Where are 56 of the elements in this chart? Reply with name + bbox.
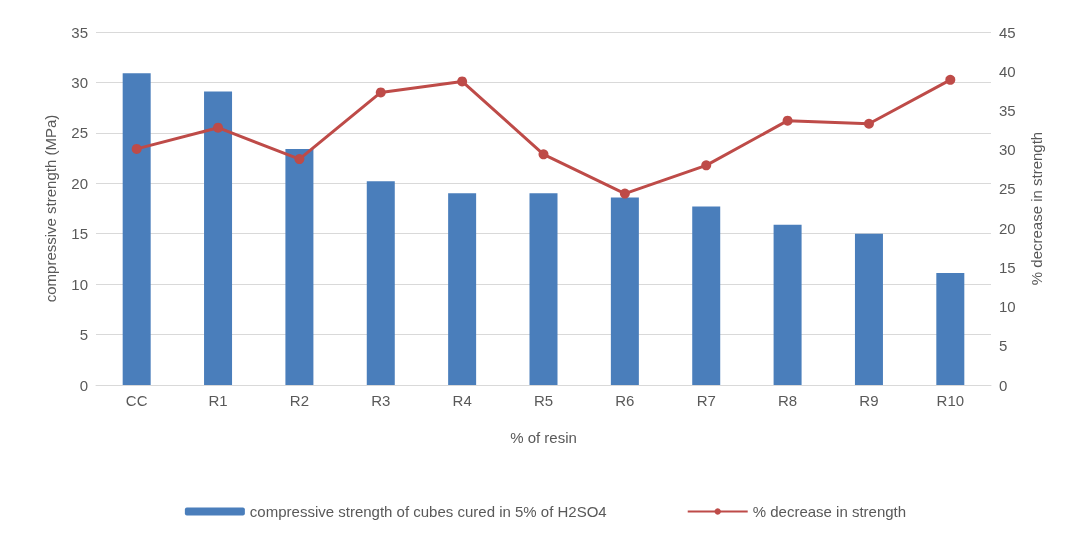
x-axis-title: % of resin — [510, 429, 577, 446]
y2-tick-label: 35 — [999, 101, 1016, 119]
bar — [529, 193, 558, 385]
y-tick-label: 25 — [71, 124, 88, 142]
y2-tick-label: 5 — [999, 337, 1008, 355]
y-axis-title: compressive strength (MPa) — [42, 114, 59, 303]
bar — [936, 273, 965, 385]
legend-label: % decrease in strength — [752, 503, 907, 520]
point — [701, 160, 712, 171]
x-tick-label: R4 — [452, 392, 472, 409]
x-tick-label: R2 — [289, 392, 309, 409]
bar — [366, 181, 395, 385]
bar — [448, 193, 477, 385]
y-tick-label: 30 — [71, 73, 88, 91]
point — [945, 74, 956, 85]
y-tick-label: 10 — [71, 275, 88, 293]
point — [213, 122, 224, 133]
bar — [854, 233, 883, 385]
bar — [285, 148, 314, 385]
y2-tick-label: 45 — [999, 23, 1016, 41]
point — [619, 188, 630, 199]
y-tick-label: 15 — [71, 225, 88, 243]
y2-tick-label: 40 — [999, 62, 1016, 80]
y2-tick-label: 20 — [999, 219, 1016, 237]
point — [457, 76, 468, 87]
point — [782, 115, 793, 126]
bar — [122, 73, 151, 385]
x-tick-label: R5 — [533, 392, 554, 409]
point — [863, 118, 874, 129]
point — [131, 143, 142, 154]
x-tick-label: R10 — [936, 392, 965, 409]
x-tick-label: R6 — [615, 392, 635, 409]
x-tick-label: R7 — [696, 392, 716, 409]
point — [538, 149, 549, 160]
x-tick-label: CC — [125, 392, 148, 409]
bar — [773, 224, 802, 385]
y-tick-label: 20 — [71, 174, 88, 192]
y2-tick-label: 25 — [999, 180, 1016, 198]
y2-tick-label: 15 — [999, 258, 1016, 276]
y-tick-label: 5 — [79, 326, 88, 344]
y-tick-label: 35 — [71, 23, 88, 41]
x-tick-label: R1 — [208, 392, 228, 409]
y2-tick-label: 0 — [999, 376, 1008, 394]
y2-tick-label: 30 — [999, 141, 1016, 159]
y2-tick-label: 10 — [999, 298, 1016, 316]
x-tick-label: R3 — [371, 392, 391, 409]
bar — [204, 91, 233, 385]
x-tick-label: R8 — [778, 392, 798, 409]
bar — [692, 206, 721, 385]
y-tick-label: 0 — [79, 376, 88, 394]
point — [294, 154, 305, 165]
y2-axis-title: % decrease in strength — [1028, 131, 1045, 286]
x-tick-label: R9 — [859, 392, 879, 409]
bar — [610, 197, 639, 385]
legend-label: compressive strength of cubes cured in 5% of H2SO4 — [249, 503, 607, 520]
point — [375, 87, 386, 98]
